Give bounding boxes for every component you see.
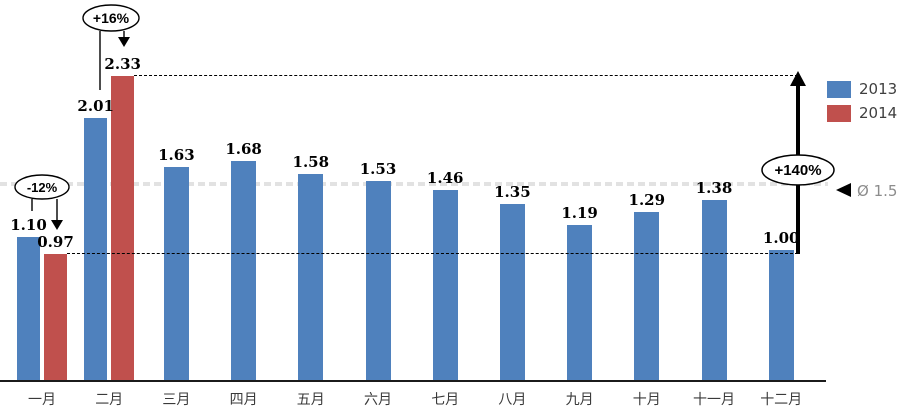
value-label-2013-m5: 1.58 bbox=[292, 153, 330, 171]
x-tick-m6: 六月 bbox=[364, 392, 392, 408]
average-label: Ø 1.5 bbox=[857, 182, 897, 200]
value-label-2013-m6: 1.53 bbox=[359, 160, 397, 178]
total-change-callout: +140% bbox=[761, 154, 835, 186]
value-label-2013-m1: 1.10 bbox=[10, 216, 47, 234]
bar-2013-m2 bbox=[84, 118, 108, 381]
bar-2013-m12 bbox=[768, 250, 794, 381]
bar-2013-m10 bbox=[634, 212, 660, 381]
x-tick-m1: 一月 bbox=[28, 392, 56, 408]
x-tick-m12: 十二月 bbox=[760, 392, 803, 408]
x-tick-m11: 十一月 bbox=[693, 392, 735, 408]
x-tick-m10: 十月 bbox=[632, 392, 661, 408]
x-tick-m8: 八月 bbox=[498, 392, 527, 408]
growth-arrow bbox=[790, 71, 806, 254]
legend-label-2014: 2014 bbox=[859, 104, 898, 122]
legend-label-2013: 2013 bbox=[859, 80, 898, 98]
bar-2014-m1 bbox=[44, 254, 67, 381]
x-tick-m7: 七月 bbox=[431, 392, 460, 408]
value-label-2013-m4: 1.68 bbox=[225, 140, 262, 158]
bar-2013-m7 bbox=[432, 190, 458, 381]
x-tick-m2: 二月 bbox=[95, 392, 124, 408]
legend-item-2013: 2013 bbox=[827, 80, 897, 98]
feb-change-label: +16% bbox=[93, 10, 130, 26]
legend-item-2014: 2014 bbox=[827, 104, 897, 122]
total-change-label: +140% bbox=[774, 162, 821, 179]
value-label-2014-m1: 0.97 bbox=[37, 233, 74, 251]
arrow-down-icon bbox=[118, 37, 130, 47]
bar-2013-m3 bbox=[163, 167, 189, 381]
bar-2013-m11 bbox=[701, 200, 727, 381]
x-axis-line bbox=[0, 380, 826, 382]
x-tick-m3: 三月 bbox=[162, 392, 191, 408]
legend: 2013 2014 bbox=[827, 80, 897, 128]
value-label-2013-m11: 1.38 bbox=[695, 179, 733, 197]
value-label-2014-m2: 2.33 bbox=[104, 55, 141, 73]
bar-2013-m4 bbox=[231, 161, 257, 381]
arrow-up-icon bbox=[790, 71, 806, 86]
reference-line-lower bbox=[67, 253, 798, 254]
arrow-down-icon bbox=[51, 220, 63, 230]
x-tick-m5: 五月 bbox=[296, 392, 325, 408]
average-line-1-5 bbox=[0, 182, 828, 186]
value-label-2013-m3: 1.63 bbox=[158, 146, 195, 164]
bar-2013-m6 bbox=[365, 181, 391, 381]
triangle-left-icon bbox=[836, 183, 851, 197]
bar-2013-m9 bbox=[567, 225, 593, 381]
reference-line-upper bbox=[134, 75, 798, 76]
x-tick-m4: 四月 bbox=[229, 392, 258, 408]
value-label-2013-m9: 1.19 bbox=[561, 204, 598, 222]
x-tick-m9: 九月 bbox=[565, 392, 594, 408]
bar-2014-m2 bbox=[111, 76, 135, 381]
legend-swatch-2013 bbox=[827, 80, 851, 98]
bar-2013-m8 bbox=[499, 204, 525, 381]
value-label-2013-m2: 2.01 bbox=[77, 97, 114, 115]
average-marker: Ø 1.5 bbox=[836, 182, 897, 200]
bar-2013-m5 bbox=[298, 174, 324, 381]
legend-swatch-2014 bbox=[827, 104, 851, 122]
value-label-2013-m12: 1.00 bbox=[762, 229, 800, 247]
value-label-2013-m8: 1.35 bbox=[494, 183, 531, 201]
value-label-2013-m10: 1.29 bbox=[628, 191, 666, 209]
bar-2013-m1 bbox=[17, 237, 40, 381]
value-label-2013-m7: 1.46 bbox=[426, 169, 464, 187]
